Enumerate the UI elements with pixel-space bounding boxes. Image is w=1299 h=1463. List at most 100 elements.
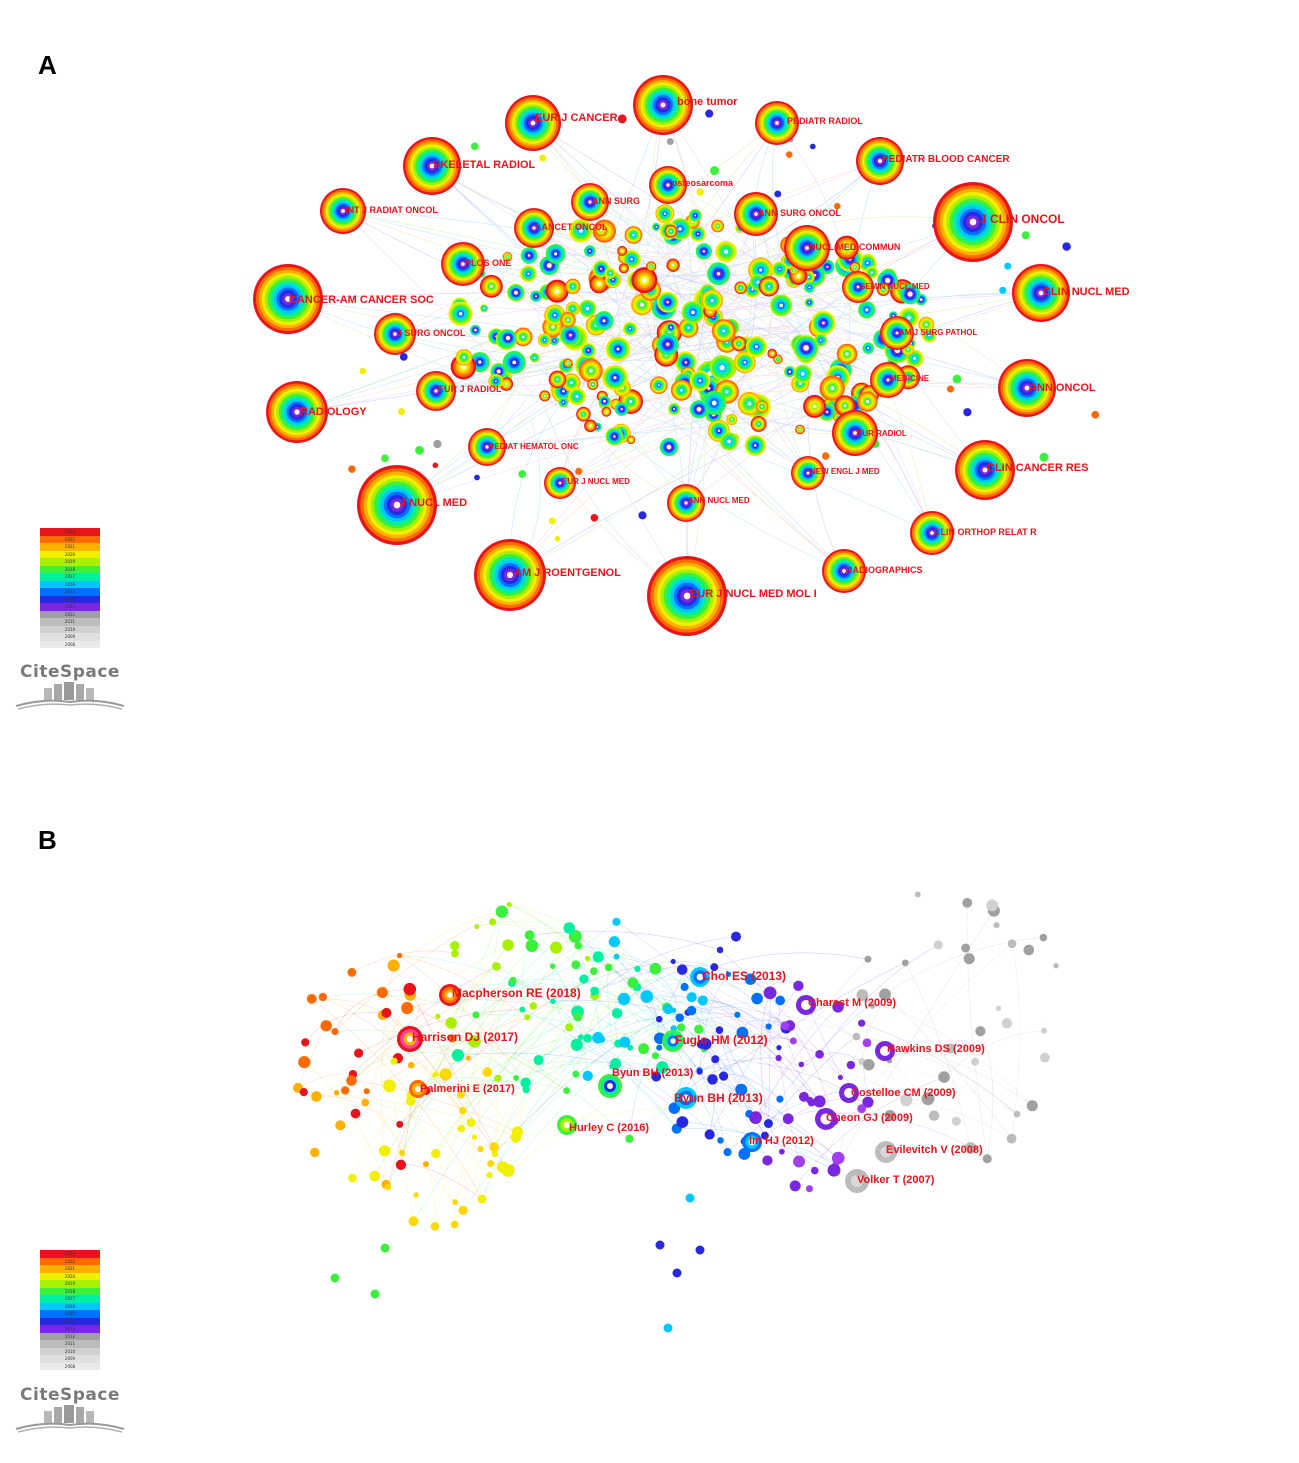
journal-label: PLOS ONE [465, 258, 512, 268]
journal-node [774, 190, 782, 198]
journal-label: J SURG ONCOL [397, 328, 466, 338]
reference-node [474, 924, 480, 930]
journal-node [795, 424, 805, 435]
reference-node-major [875, 1041, 895, 1061]
legend-year-swatch: 2017 [40, 573, 100, 581]
citespace-logo: CiteSpace [14, 662, 126, 714]
reference-node [395, 1159, 407, 1171]
reference-node [735, 1083, 748, 1096]
reference-node [782, 1113, 794, 1125]
reference-node [574, 941, 583, 950]
journal-node [513, 327, 533, 347]
reference-node [604, 963, 613, 972]
journal-node [862, 342, 875, 354]
reference-node [430, 1222, 440, 1231]
reference-node [354, 1048, 364, 1058]
legend-year-label: 2010 [64, 626, 76, 632]
reference-node [298, 1055, 311, 1069]
journal-node [744, 281, 761, 298]
reference-node [612, 917, 621, 926]
reference-node-major [742, 1132, 762, 1152]
reference-node [961, 943, 971, 953]
journal-node-major [474, 539, 546, 611]
journal-node [656, 333, 679, 356]
journal-node [602, 364, 628, 391]
reference-node [431, 1148, 441, 1159]
journal-cocitation-network: bone tumor EUR J CANCER PEDIATR RADIOL SKEL… [253, 75, 1130, 636]
legend-year-label: 2019 [64, 1281, 76, 1286]
journal-node-major [633, 75, 693, 135]
reference-node [456, 1090, 465, 1099]
journal-node [745, 336, 767, 358]
journal-label: CANCER-AM CANCER SOC [289, 294, 434, 306]
legend-year-swatch: 2020 [40, 550, 100, 558]
reference-node [383, 1079, 397, 1093]
journal-label: AM J SURG PATHOL [899, 328, 977, 337]
journal-node [576, 406, 591, 422]
reference-node [563, 922, 575, 934]
journal-node [1039, 452, 1049, 462]
journal-node [1004, 262, 1012, 270]
legend-year-label: 2009 [64, 634, 76, 639]
reference-node [376, 986, 388, 999]
journal-node [432, 462, 439, 469]
journal-node [529, 352, 540, 363]
reference-node [763, 986, 777, 1000]
reference-node [686, 992, 697, 1003]
journal-node [617, 245, 628, 256]
journal-node-major [253, 264, 323, 334]
reference-node [492, 962, 501, 971]
reference-node [408, 1216, 419, 1227]
reference-node [452, 1199, 458, 1206]
reference-node-major [839, 1083, 859, 1103]
reference-node [694, 1024, 704, 1035]
reference-node [778, 1148, 785, 1155]
legend-year-swatch: 2021 [40, 1265, 100, 1273]
reference-node [793, 1155, 806, 1168]
reference-node-major [690, 967, 710, 987]
journal-node [433, 439, 442, 449]
journal-node [657, 291, 679, 313]
reference-label: Fuglo HM (2012) [675, 1033, 768, 1047]
reference-node [1040, 1052, 1050, 1063]
reference-node [655, 1015, 663, 1023]
citespace-logo-text: CiteSpace [20, 662, 120, 682]
journal-node [999, 286, 1007, 294]
journal-node [804, 297, 814, 308]
reference-node [466, 1118, 476, 1127]
journal-node-major [514, 208, 554, 248]
reference-node [663, 1323, 673, 1333]
journal-node [670, 379, 692, 401]
reference-label: Hawkins DS (2009) [887, 1043, 985, 1055]
journal-node-major [832, 410, 878, 456]
reference-node [513, 1074, 520, 1081]
journal-node [583, 245, 596, 257]
journal-node [520, 247, 538, 264]
reference-node [333, 1089, 340, 1096]
reference-label: Macpherson RE (2018) [452, 986, 581, 1000]
reference-node [945, 1043, 956, 1054]
reference-node [468, 1035, 481, 1048]
legend-year-swatch: 2012 [40, 610, 100, 618]
journal-node [688, 209, 702, 223]
journal-node [1062, 242, 1071, 251]
panel-b-letter: B [38, 825, 57, 855]
reference-node [971, 1057, 980, 1066]
reference-node-major [845, 1169, 869, 1193]
reference-node [663, 1004, 674, 1015]
journal-node [918, 316, 935, 333]
reference-node [439, 1068, 452, 1081]
legend-year-swatch: 2009 [40, 1355, 100, 1363]
journal-node-major [544, 467, 576, 499]
legend-year-swatch: 2011 [40, 1340, 100, 1348]
reference-node [668, 1102, 681, 1114]
reference-node [619, 1036, 631, 1048]
journal-node [480, 304, 489, 313]
reference-node [1053, 963, 1059, 969]
citespace-logo: CiteSpace [14, 1385, 126, 1437]
reference-node [381, 1007, 392, 1018]
citespace-logo-text: CiteSpace [20, 1385, 120, 1405]
reference-node [550, 941, 563, 954]
legend-year-swatch: 2012 [40, 1332, 100, 1340]
reference-node [405, 1096, 416, 1106]
